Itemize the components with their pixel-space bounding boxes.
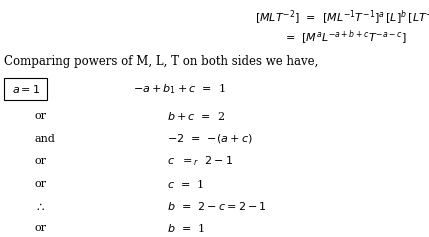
Text: $c$  =  1: $c$ = 1	[167, 178, 205, 190]
Text: ,: ,	[4, 82, 8, 95]
Text: $-2$  =  $-(a + c)$: $-2$ = $-(a + c)$	[167, 132, 253, 145]
Text: =  $[M^a L^{-a+b+c} T^{-a-c}]$: = $[M^a L^{-a+b+c} T^{-a-c}]$	[285, 29, 407, 47]
Text: $b$  =  1: $b$ = 1	[167, 222, 205, 234]
Text: $c$  $=_r$  $2 - 1$: $c$ $=_r$ $2 - 1$	[167, 154, 233, 168]
Text: and: and	[34, 134, 55, 144]
Text: or: or	[34, 156, 46, 166]
Text: $a = 1$: $a = 1$	[12, 83, 40, 95]
Text: or: or	[34, 223, 46, 233]
Text: Comparing powers of M, L, T on both sides we have,: Comparing powers of M, L, T on both side…	[4, 55, 319, 68]
FancyBboxPatch shape	[4, 78, 47, 100]
Text: or: or	[34, 179, 46, 189]
Text: or: or	[34, 111, 46, 121]
Text: $b + c$  =  2: $b + c$ = 2	[167, 110, 226, 122]
Text: $[MLT^{-2}]$  =  $[ML^{-1}T^{-1}]^a\,[L]^b\,[LT^{-1}]^c$: $[MLT^{-2}]$ = $[ML^{-1}T^{-1}]^a\,[L]^b…	[255, 9, 429, 27]
Text: $-a + b_1 + c$  =  1: $-a + b_1 + c$ = 1	[133, 82, 226, 96]
Text: $\therefore$: $\therefore$	[34, 200, 45, 213]
Text: $b$  =  $2 - c = 2 - 1$: $b$ = $2 - c = 2 - 1$	[167, 200, 267, 212]
